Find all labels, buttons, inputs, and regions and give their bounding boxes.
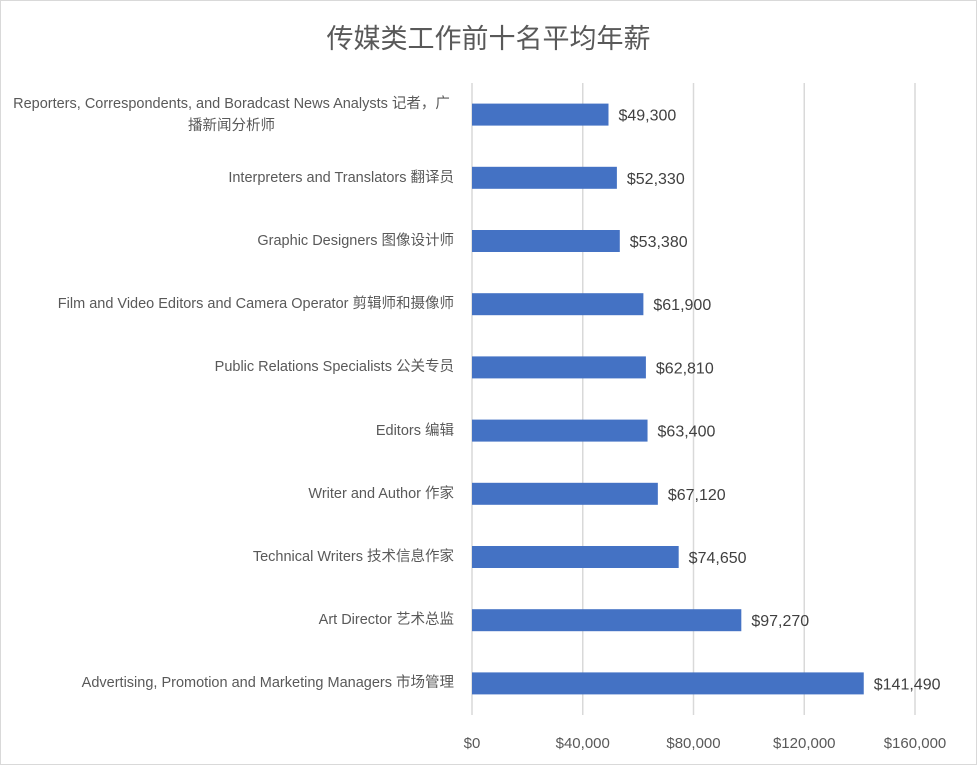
- category-label-text: Graphic Designers 图像设计师: [257, 233, 454, 249]
- bar: [472, 293, 644, 316]
- x-tick-label: $0: [464, 735, 481, 752]
- bar: [472, 672, 864, 695]
- category-label-text: Reporters, Correspondents, and Boradcast…: [13, 95, 450, 134]
- category-label: Art Director 艺术总监: [9, 609, 454, 631]
- category-label: Interpreters and Translators 翻译员: [9, 167, 454, 189]
- data-label: $63,400: [658, 424, 716, 441]
- chart-title: 传媒类工作前十名平均年薪: [326, 24, 651, 54]
- bar: [472, 419, 648, 442]
- x-tick-label: $120,000: [773, 735, 836, 752]
- category-label-text: Writer and Author 作家: [308, 485, 454, 502]
- data-label: $53,380: [630, 234, 688, 251]
- category-label-text: Advertising, Promotion and Marketing Man…: [81, 675, 454, 692]
- bar: [472, 230, 620, 252]
- category-label: Graphic Designers 图像设计师: [9, 230, 454, 252]
- category-label-text: Interpreters and Translators 翻译员: [228, 169, 454, 186]
- category-label: Public Relations Specialists 公关专员: [9, 356, 454, 378]
- x-tick-label: $80,000: [666, 735, 720, 752]
- bar: [472, 356, 646, 379]
- bar: [472, 546, 679, 568]
- category-label: Writer and Author 作家: [9, 483, 454, 505]
- data-label: $67,120: [668, 487, 726, 504]
- data-label: $61,900: [653, 297, 711, 314]
- data-label: $97,270: [751, 613, 809, 630]
- bar: [472, 166, 617, 189]
- category-label-text: Public Relations Specialists 公关专员: [214, 359, 454, 376]
- bar: [472, 482, 658, 505]
- bar: [472, 103, 609, 126]
- category-label-text: Film and Video Editors and Camera Operat…: [57, 296, 454, 313]
- category-label: Reporters, Correspondents, and Boradcast…: [9, 93, 454, 137]
- data-label: $62,810: [656, 360, 714, 377]
- category-label: Technical Writers 技术信息作家: [9, 546, 454, 568]
- category-label: Film and Video Editors and Camera Operat…: [9, 293, 454, 315]
- category-label: Advertising, Promotion and Marketing Man…: [9, 672, 454, 694]
- data-label: $74,650: [689, 550, 747, 567]
- data-label: $49,300: [618, 108, 676, 125]
- category-label-text: Technical Writers 技术信息作家: [252, 549, 454, 565]
- x-tick-label: $40,000: [556, 735, 610, 752]
- bar: [472, 609, 742, 632]
- data-label: $52,330: [627, 171, 685, 188]
- data-label: $141,490: [874, 676, 941, 693]
- category-label: Editors 编辑: [9, 420, 454, 442]
- category-label-text: Art Director 艺术总监: [318, 612, 454, 629]
- x-tick-label: $160,000: [884, 735, 947, 752]
- category-label-text: Editors 编辑: [375, 422, 454, 439]
